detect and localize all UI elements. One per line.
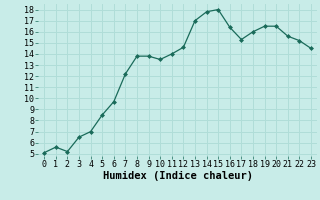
X-axis label: Humidex (Indice chaleur): Humidex (Indice chaleur) bbox=[103, 171, 252, 181]
